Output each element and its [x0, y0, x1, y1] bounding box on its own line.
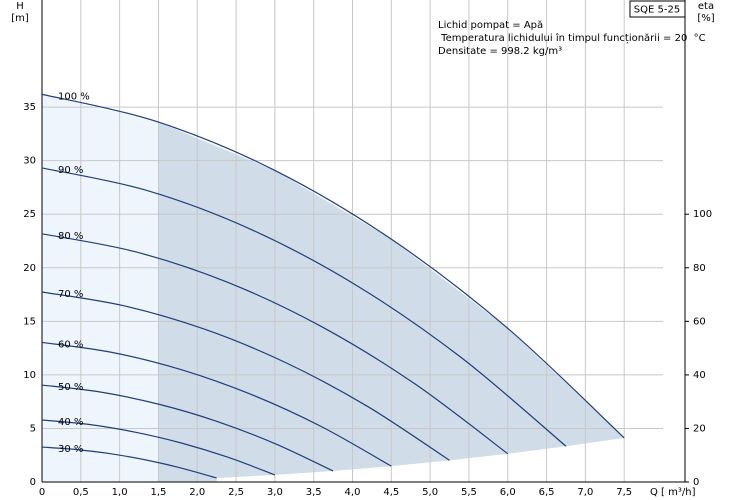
speed-curve — [41, 233, 509, 455]
series-label: 30 % — [58, 444, 83, 455]
x-tick-label: 6,0 — [500, 487, 516, 498]
annotation: Temperatura lichidului în timpul funcțio… — [438, 32, 706, 44]
x-tick-label: 4,0 — [345, 487, 361, 498]
y-axis-unit: [m] — [11, 13, 29, 24]
y2-axis-unit: [%] — [697, 13, 714, 24]
x-tick-label: 2,0 — [189, 487, 205, 498]
y-tick-label: 30 — [23, 156, 36, 167]
x-tick-label: 1,5 — [150, 487, 166, 498]
speed-curve — [41, 341, 392, 467]
x-tick-label: 2,5 — [228, 487, 244, 498]
x-tick-label: 3,0 — [267, 487, 283, 498]
y2-tick-label: 80 — [693, 263, 706, 274]
speed-curve — [41, 384, 334, 472]
y-tick-label: 20 — [23, 263, 36, 274]
y-tick-label: 35 — [23, 102, 36, 113]
operating-region — [42, 94, 625, 482]
series-label: 60 % — [58, 339, 83, 350]
x-tick-label: 4,5 — [383, 487, 399, 498]
y2-tick-label: 0 — [693, 477, 699, 488]
x-tick-label: 7,0 — [577, 487, 593, 498]
x-tick-label: 3,5 — [306, 487, 322, 498]
x-axis-label: Q [ m³/h] — [650, 487, 696, 498]
x-tick-label: 0 — [39, 487, 45, 498]
speed-curve — [41, 446, 217, 479]
series-label: 90 % — [58, 165, 83, 176]
x-tick-label: 6,5 — [539, 487, 555, 498]
annotation: Densitate = 998.2 kg/m³ — [438, 46, 562, 57]
y2-axis-label: eta — [698, 1, 714, 12]
annotation: Lichid pompat = Apă — [438, 20, 543, 31]
y2-tick-label: 40 — [693, 370, 706, 381]
y-axis-label: H — [16, 1, 24, 12]
x-tick-label: 0,5 — [73, 487, 89, 498]
x-tick-label: 5,5 — [461, 487, 477, 498]
speed-curve — [41, 167, 567, 447]
speed-curve — [41, 419, 276, 476]
series-label: 50 % — [58, 382, 83, 393]
plot: 0 0,5 1,0 1,5 2,0 2,5 3,0 3,5 4,0 4,5 5,0 5,5 6,0 6,5… — [23, 0, 712, 498]
x-tick-label: 1,0 — [112, 487, 128, 498]
model-label: SQE 5-25 — [634, 5, 680, 16]
model-box — [629, 0, 686, 18]
speed-curve — [41, 291, 450, 461]
y-tick-label: 0 — [30, 477, 36, 488]
y2-tick-label: 100 — [693, 209, 712, 220]
speed-curve — [41, 93, 625, 439]
series-label: 70 % — [58, 289, 83, 300]
series-label: 100 % — [58, 91, 90, 102]
y2-tick-label: 20 — [693, 423, 706, 434]
x-tick-label: 7,5 — [616, 487, 632, 498]
x-tick-label: 5,0 — [422, 487, 438, 498]
y-tick-label: 25 — [23, 209, 36, 220]
y-tick-label: 5 — [30, 423, 36, 434]
y-tick-label: 15 — [23, 316, 36, 327]
series-label: 80 % — [58, 231, 83, 242]
y-tick-label: 10 — [23, 370, 36, 381]
series-label: 40 % — [58, 417, 83, 428]
y2-tick-label: 60 — [693, 316, 706, 327]
